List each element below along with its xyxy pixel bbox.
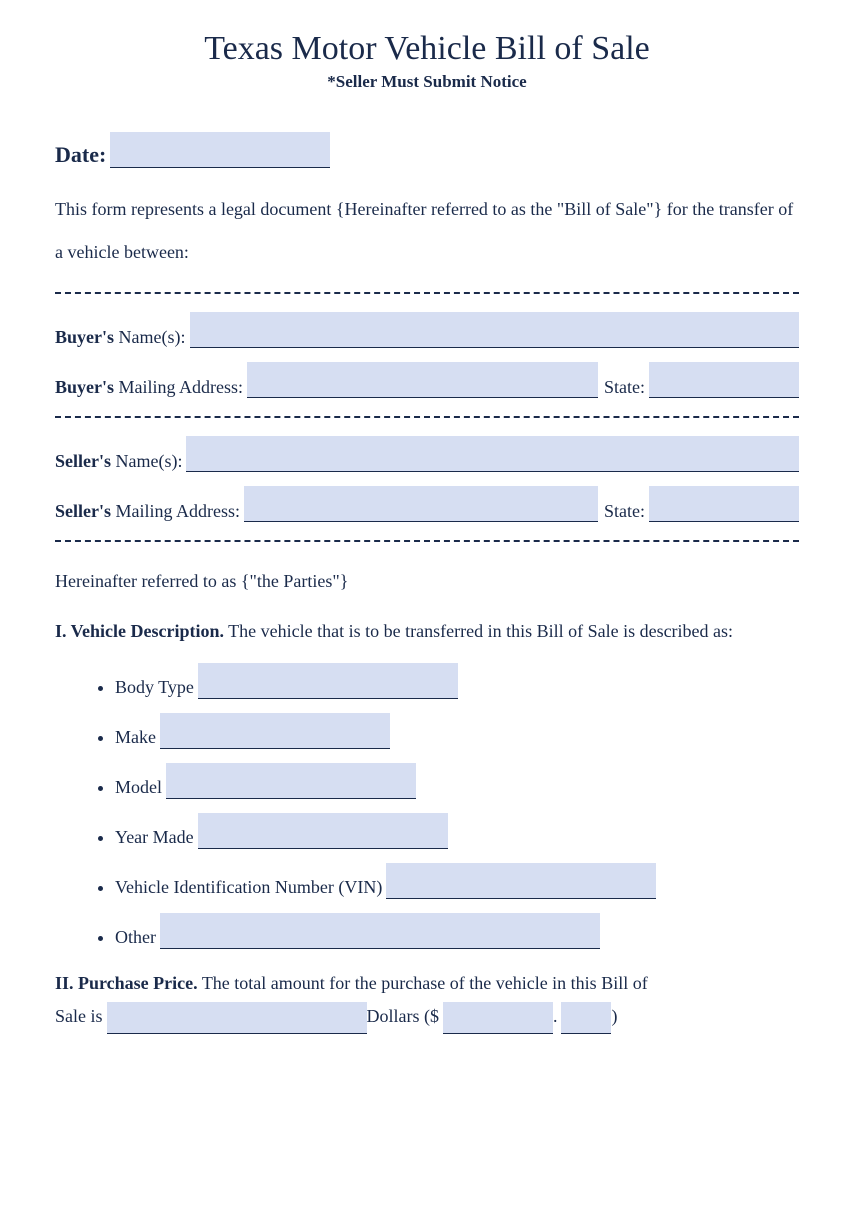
seller-state-input[interactable] <box>649 486 799 522</box>
date-input[interactable] <box>110 132 330 168</box>
model-input[interactable] <box>166 763 416 799</box>
buyer-name-row: Buyer's Name(s): <box>55 312 799 348</box>
sale-is-label: Sale is <box>55 998 103 1034</box>
buyer-state-label: State: <box>604 377 645 398</box>
date-label: Date: <box>55 142 106 168</box>
section1-text: I. Vehicle Description. The vehicle that… <box>55 610 799 653</box>
vin-label: Vehicle Identification Number (VIN) <box>115 877 382 899</box>
price-words-input[interactable] <box>107 1002 367 1034</box>
model-label: Model <box>115 777 162 799</box>
buyer-address-label: Buyer's Mailing Address: <box>55 377 243 398</box>
vin-input[interactable] <box>386 863 656 899</box>
other-label: Other <box>115 927 156 949</box>
list-item: Model <box>115 763 799 799</box>
separator-2 <box>55 416 799 418</box>
seller-address-input[interactable] <box>244 486 598 522</box>
year-made-label: Year Made <box>115 827 194 849</box>
buyer-state-input[interactable] <box>649 362 799 398</box>
year-made-input[interactable] <box>198 813 448 849</box>
close-paren: ) <box>611 998 617 1034</box>
buyer-address-input[interactable] <box>247 362 598 398</box>
vehicle-description-list: Body Type Make Model Year Made Vehic <box>55 663 799 949</box>
date-row: Date: <box>55 132 799 168</box>
document-subtitle: *Seller Must Submit Notice <box>55 72 799 92</box>
make-input[interactable] <box>160 713 390 749</box>
other-input[interactable] <box>160 913 600 949</box>
dollars-label: Dollars ($ <box>367 998 439 1034</box>
list-item: Year Made <box>115 813 799 849</box>
parties-text: Hereinafter referred to as {"the Parties… <box>55 560 799 603</box>
list-item: Make <box>115 713 799 749</box>
separator-3 <box>55 540 799 542</box>
seller-state-label: State: <box>604 501 645 522</box>
body-type-input[interactable] <box>198 663 458 699</box>
list-item: Body Type <box>115 663 799 699</box>
dot-label: . <box>553 998 558 1034</box>
buyer-name-label: Buyer's Name(s): <box>55 327 186 348</box>
seller-name-input[interactable] <box>186 436 799 472</box>
section2-line1: II. Purchase Price. The total amount for… <box>55 969 799 998</box>
section2-line2: Sale is Dollars ($ . ) <box>55 998 799 1034</box>
seller-address-row: Seller's Mailing Address: State: <box>55 486 799 522</box>
separator-1 <box>55 292 799 294</box>
document-page: Texas Motor Vehicle Bill of Sale *Seller… <box>0 0 854 1054</box>
seller-name-row: Seller's Name(s): <box>55 436 799 472</box>
list-item: Vehicle Identification Number (VIN) <box>115 863 799 899</box>
document-title: Texas Motor Vehicle Bill of Sale <box>55 30 799 68</box>
body-type-label: Body Type <box>115 677 194 699</box>
seller-address-label: Seller's Mailing Address: <box>55 501 240 522</box>
price-cents-input[interactable] <box>561 1002 611 1034</box>
buyer-name-input[interactable] <box>190 312 800 348</box>
intro-text: This form represents a legal document {H… <box>55 188 799 274</box>
buyer-address-row: Buyer's Mailing Address: State: <box>55 362 799 398</box>
make-label: Make <box>115 727 156 749</box>
seller-name-label: Seller's Name(s): <box>55 451 182 472</box>
price-dollars-input[interactable] <box>443 1002 553 1034</box>
list-item: Other <box>115 913 799 949</box>
